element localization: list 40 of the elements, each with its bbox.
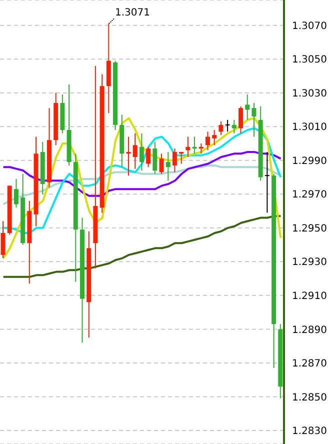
candlestick bbox=[212, 129, 217, 146]
line-series bbox=[2, 215, 282, 278]
y-tick-label: 1.2970 bbox=[292, 190, 327, 201]
candlestick bbox=[126, 136, 131, 176]
y-tick-label: 1.2870 bbox=[292, 358, 327, 370]
y-tick-label: 1.2950 bbox=[292, 223, 327, 234]
candlestick bbox=[205, 131, 210, 151]
y-tick-label: 1.3030 bbox=[292, 88, 327, 100]
y-tick-label: 1.2990 bbox=[292, 156, 327, 167]
candlestick bbox=[0, 220, 6, 259]
candlestick bbox=[192, 136, 197, 154]
candlestick bbox=[245, 94, 250, 120]
candlestick bbox=[218, 121, 224, 136]
candlestick bbox=[139, 132, 144, 172]
line-series bbox=[2, 127, 282, 234]
candlestick bbox=[264, 151, 270, 214]
y-tick-label: 1.2830 bbox=[292, 426, 327, 438]
annotation: 1.3071 bbox=[114, 8, 150, 19]
candlestick bbox=[186, 136, 190, 158]
candlestick bbox=[224, 119, 230, 132]
candlestick bbox=[146, 146, 151, 168]
line-series bbox=[2, 150, 282, 197]
candlestick bbox=[232, 119, 236, 134]
line-series bbox=[2, 164, 282, 206]
y-tick-label: 1.2850 bbox=[292, 392, 327, 404]
candlestick bbox=[14, 178, 18, 208]
y-tick-label: 1.2910 bbox=[292, 290, 327, 302]
candlestick bbox=[132, 132, 138, 170]
candlestick bbox=[198, 143, 204, 154]
candlestick bbox=[166, 151, 170, 182]
candlestick bbox=[152, 141, 158, 174]
y-tick-label: 1.2890 bbox=[292, 324, 327, 336]
y-tick-label: 1.3070 bbox=[292, 20, 327, 32]
y-tick-label: 1.2930 bbox=[292, 257, 327, 268]
candlestick bbox=[159, 153, 164, 174]
candlestick bbox=[238, 106, 244, 134]
candlestick bbox=[172, 148, 177, 173]
y-tick-label: 1.3010 bbox=[292, 122, 327, 134]
y-tick-label: 1.3050 bbox=[292, 54, 327, 66]
candlestick bbox=[252, 102, 256, 138]
